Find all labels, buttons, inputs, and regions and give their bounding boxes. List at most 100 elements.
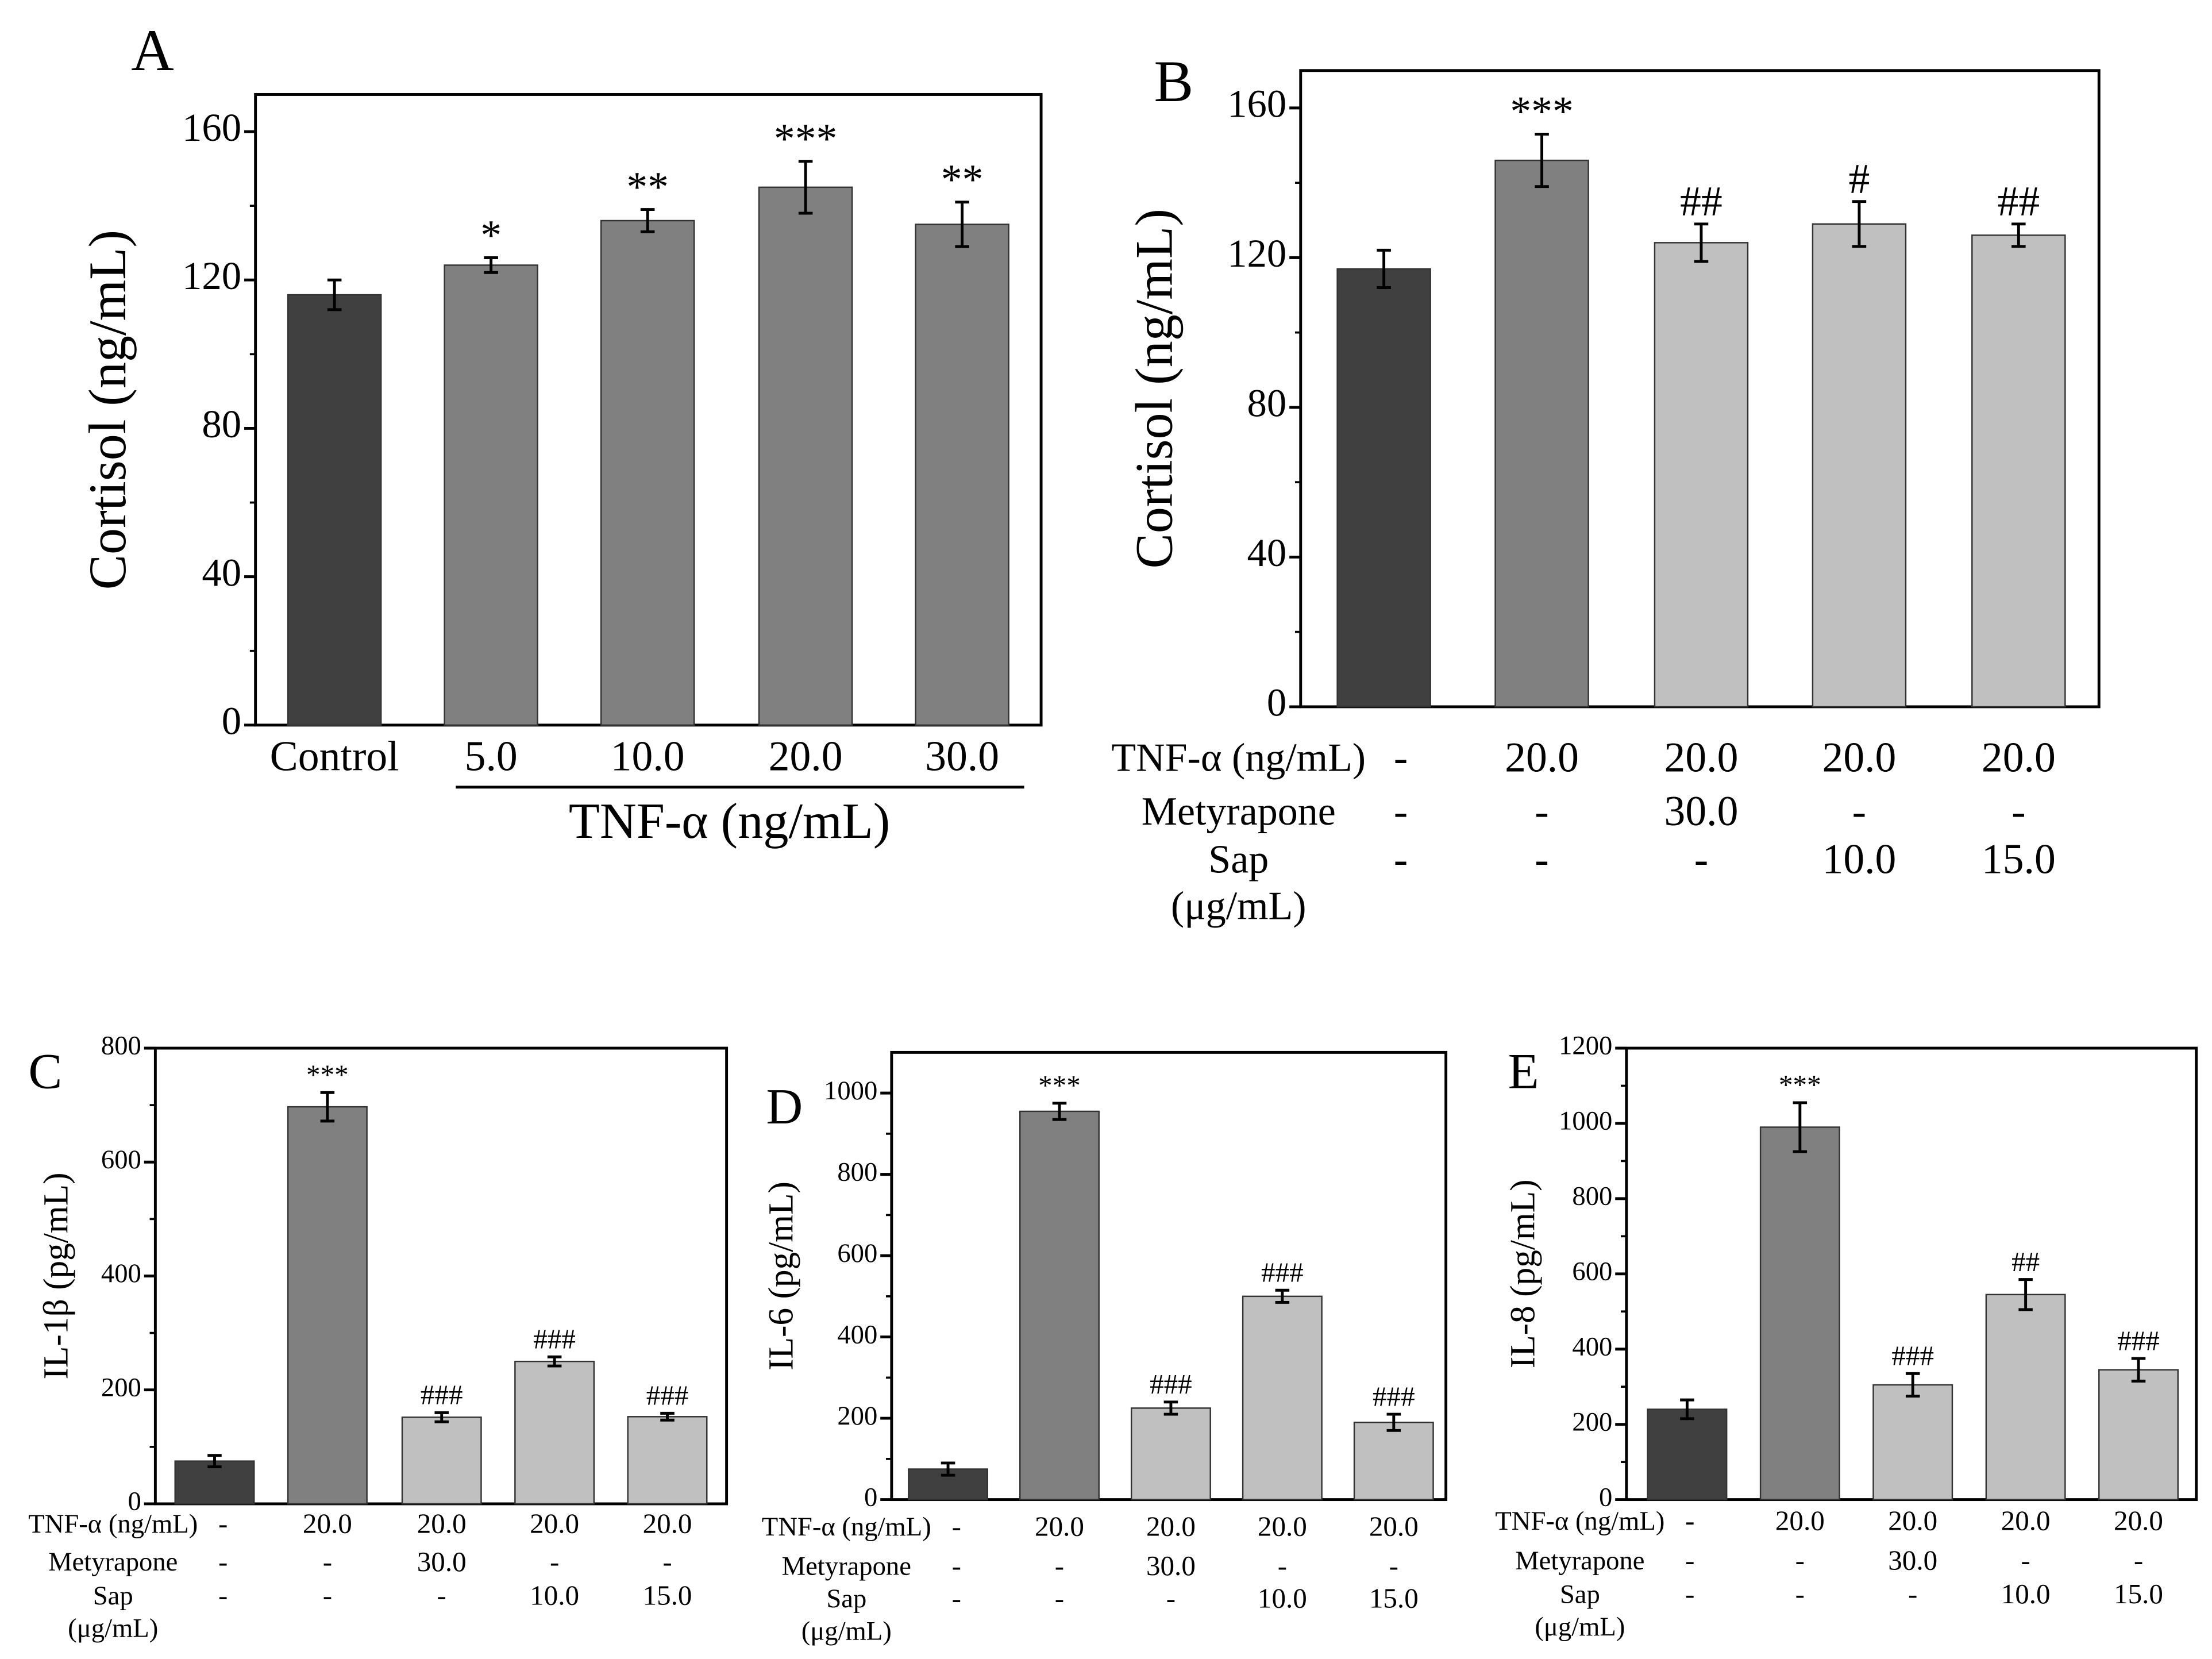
panel-label: E xyxy=(1508,1043,1539,1099)
bar xyxy=(1353,1421,1434,1500)
row-value: - xyxy=(952,1583,961,1614)
row-value: 15.0 xyxy=(2114,1578,2163,1610)
bar xyxy=(1759,1126,1840,1500)
y-axis-label: Cortisol (ng/mL) xyxy=(1124,209,1183,568)
row-value: 30.0 xyxy=(1146,1550,1196,1581)
x-tick-label: 10.0 xyxy=(611,732,685,779)
significance-label: ### xyxy=(533,1323,576,1355)
row-label: TNF-α (ng/mL) xyxy=(28,1509,198,1539)
row-value: 20.0 xyxy=(530,1508,579,1539)
row-value: - xyxy=(550,1546,559,1577)
y-tick-label: 40 xyxy=(202,551,241,594)
significance-label: * xyxy=(480,211,502,259)
row-value: - xyxy=(1166,1583,1176,1614)
row-value: - xyxy=(218,1580,228,1611)
y-tick-label: 0 xyxy=(864,1482,877,1512)
row-value: - xyxy=(1685,1578,1694,1610)
row-value: - xyxy=(1535,787,1549,834)
y-tick-label: 0 xyxy=(1599,1482,1612,1512)
row-value: - xyxy=(1055,1550,1064,1581)
row-value: - xyxy=(952,1510,961,1542)
row-value: - xyxy=(218,1508,228,1539)
row-value: 30.0 xyxy=(417,1546,467,1577)
row-label: Sap xyxy=(93,1581,133,1611)
row-value: 10.0 xyxy=(2001,1578,2051,1610)
row-value: - xyxy=(952,1550,961,1581)
row-value: 20.0 xyxy=(417,1508,467,1539)
row-value: 20.0 xyxy=(1775,1505,1825,1537)
significance-label: *** xyxy=(774,115,837,162)
x-tick-label: 20.0 xyxy=(769,732,843,779)
row-label: TNF-α (ng/mL) xyxy=(1495,1506,1664,1536)
significance-label: ### xyxy=(1373,1380,1415,1412)
y-tick-label: 1000 xyxy=(824,1076,877,1106)
bar xyxy=(1494,159,1589,708)
x-tick-label: 5.0 xyxy=(465,732,518,779)
row-value: 20.0 xyxy=(1258,1510,1307,1542)
row-label: Metyrapone xyxy=(1515,1546,1644,1576)
significance-label: ### xyxy=(1261,1257,1304,1288)
significance-label: ### xyxy=(1150,1368,1192,1400)
significance-label: ### xyxy=(1891,1340,1934,1372)
significance-label: ** xyxy=(626,163,669,210)
row-value: 15.0 xyxy=(643,1580,692,1611)
y-tick-label: 0 xyxy=(128,1487,141,1516)
row-value: 20.0 xyxy=(2114,1505,2163,1537)
significance-label: ### xyxy=(421,1379,463,1411)
y-tick-label: 120 xyxy=(182,254,241,298)
row-value: - xyxy=(2134,1544,2143,1576)
bar xyxy=(444,264,538,726)
x-tick-label: Control xyxy=(270,732,399,779)
row-value: 30.0 xyxy=(1664,787,1739,834)
bar xyxy=(1130,1407,1211,1500)
panel-label: D xyxy=(766,1079,803,1135)
panel-label: C xyxy=(28,1043,62,1099)
row-value: - xyxy=(1685,1544,1694,1576)
significance-label: ## xyxy=(1680,178,1722,225)
y-tick-label: 600 xyxy=(837,1238,877,1268)
row-value: 20.0 xyxy=(303,1508,352,1539)
bar xyxy=(1336,268,1431,708)
panel-label: B xyxy=(1154,49,1193,114)
y-axis-label: IL-6 (pg/mL) xyxy=(761,1181,800,1371)
row-value: - xyxy=(1389,1550,1398,1581)
y-tick-label: 120 xyxy=(1227,232,1286,275)
significance-label: *** xyxy=(306,1059,349,1091)
bar xyxy=(600,220,695,726)
significance-label: ### xyxy=(646,1380,689,1411)
row-value: - xyxy=(1795,1544,1805,1576)
row-label: Sap xyxy=(1560,1580,1600,1610)
bar xyxy=(1647,1408,1728,1500)
row-value: 10.0 xyxy=(530,1580,579,1611)
row-value: - xyxy=(2021,1544,2030,1576)
row-value: 20.0 xyxy=(643,1508,692,1539)
row-value: 20.0 xyxy=(1369,1510,1419,1542)
y-tick-label: 1200 xyxy=(1559,1031,1612,1061)
row-label: Metyrapone xyxy=(1142,790,1336,834)
y-tick-label: 0 xyxy=(1267,681,1286,725)
row-label-unit: (μg/mL) xyxy=(1171,884,1307,928)
row-label: Sap xyxy=(826,1584,866,1614)
row-value: - xyxy=(1795,1578,1805,1610)
row-value: 10.0 xyxy=(1822,835,1897,882)
y-axis-label: IL-8 (pg/mL) xyxy=(1504,1179,1543,1368)
row-value: 20.0 xyxy=(1822,734,1897,781)
row-value: - xyxy=(1394,835,1408,882)
x-tick-label: 30.0 xyxy=(925,732,999,779)
significance-label: *** xyxy=(1510,88,1573,135)
y-tick-label: 200 xyxy=(101,1372,141,1402)
bar xyxy=(1242,1295,1323,1500)
y-tick-label: 200 xyxy=(837,1401,877,1431)
y-tick-label: 600 xyxy=(101,1145,141,1175)
row-label: Metyrapone xyxy=(782,1552,911,1581)
row-value: - xyxy=(1852,787,1867,834)
significance-label: ** xyxy=(941,156,984,203)
bar xyxy=(627,1416,708,1505)
row-value: 20.0 xyxy=(1664,734,1739,781)
row-value: - xyxy=(323,1580,332,1611)
significance-label: ## xyxy=(2011,1246,2040,1277)
bar xyxy=(915,224,1009,726)
row-value: 20.0 xyxy=(1982,734,2056,781)
significance-label: *** xyxy=(1038,1069,1081,1101)
row-value: - xyxy=(2011,787,2026,834)
